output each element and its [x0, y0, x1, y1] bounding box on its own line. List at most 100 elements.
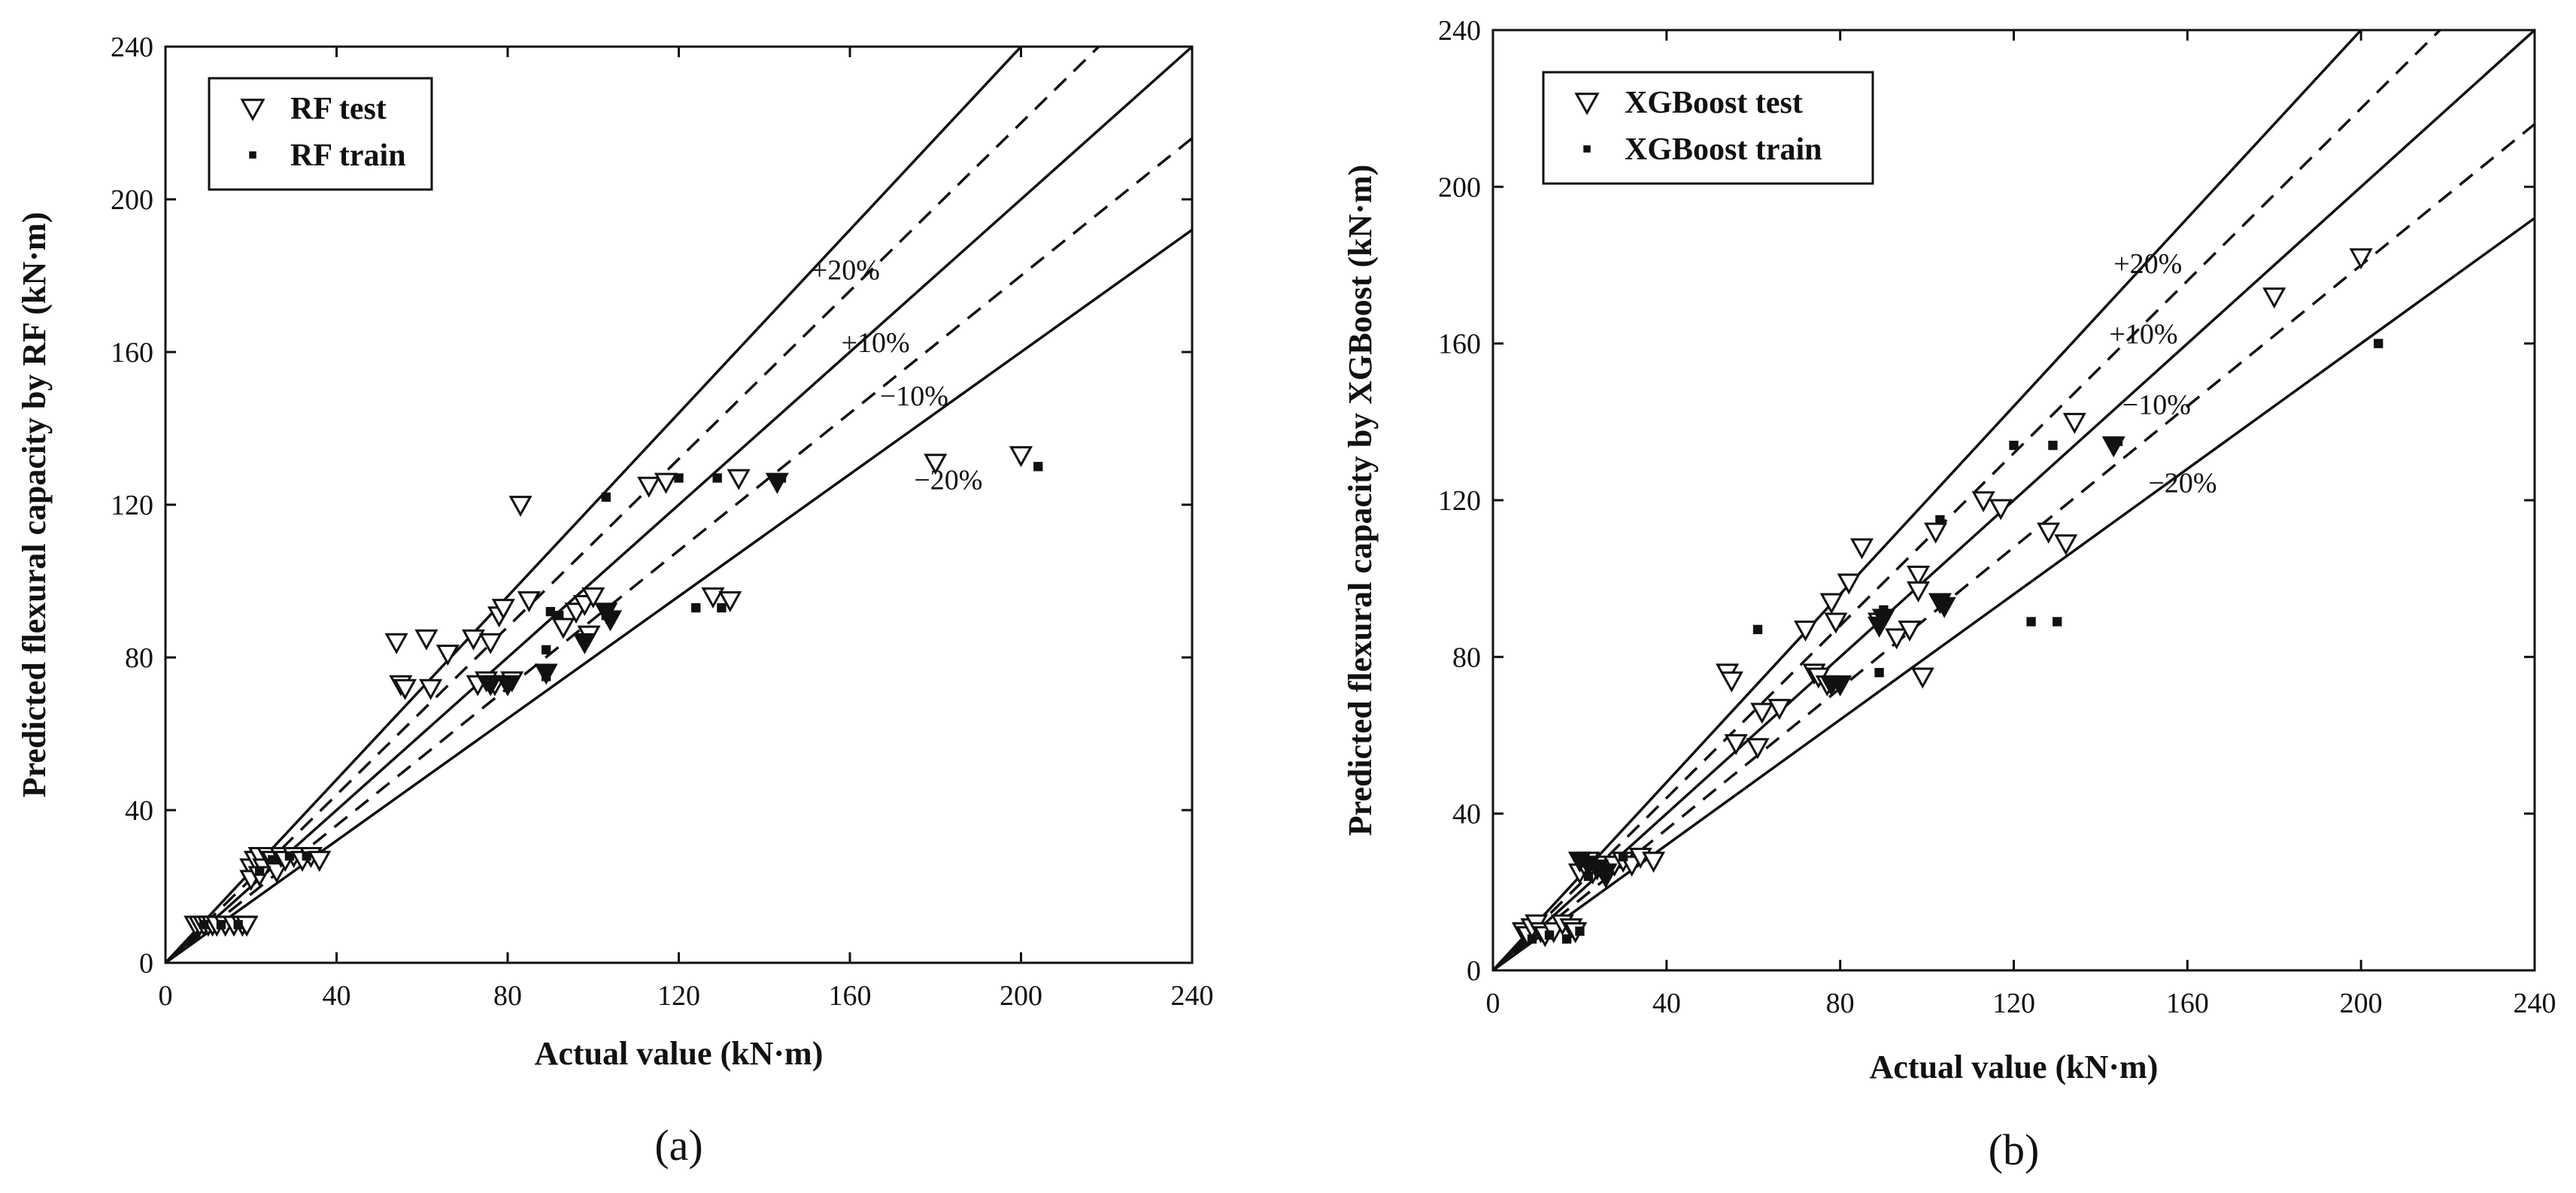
legend-entry: RF test — [290, 92, 387, 126]
train-point — [674, 473, 684, 483]
y-tick-label: 240 — [1438, 15, 1481, 47]
train-point — [601, 492, 611, 502]
overlap-point — [478, 675, 502, 697]
test-point — [1767, 699, 1792, 721]
reference-line-20-minus — [1493, 217, 2535, 970]
panel-label: (a) — [654, 1121, 702, 1170]
legend-marker — [249, 151, 256, 159]
test-point — [1906, 566, 1931, 587]
x-tick-label: 0 — [159, 980, 173, 1012]
x-tick-label: 40 — [323, 980, 351, 1012]
train-point — [691, 603, 701, 613]
reference-line-one-to-one — [165, 47, 1192, 963]
overlap-point — [1871, 609, 1895, 630]
train-point — [2374, 338, 2383, 348]
reference-line-20-plus — [165, 47, 1022, 963]
panel-label: (b) — [1989, 1125, 2040, 1174]
x-tick-label: 200 — [2340, 988, 2383, 1019]
reference-line-20-minus — [165, 229, 1192, 963]
reference-line-10-minus — [1493, 123, 2535, 970]
test-point — [1989, 499, 2013, 521]
y-tick-label: 40 — [1452, 799, 1481, 830]
train-point — [542, 645, 551, 655]
x-tick-label: 160 — [829, 980, 872, 1012]
y-axis-title: Predicted flexural capacity by RF (kN·m) — [16, 212, 53, 797]
legend-marker — [1583, 145, 1591, 153]
test-point — [414, 629, 438, 651]
test-point — [1924, 522, 1948, 544]
test-point — [435, 645, 460, 666]
test-point — [2349, 248, 2373, 270]
y-tick-label: 160 — [1438, 329, 1481, 360]
reference-line-10-minus — [165, 137, 1192, 963]
test-point — [551, 618, 575, 639]
test-point — [517, 590, 541, 612]
overlap-point — [598, 610, 623, 632]
test-point — [1898, 620, 1922, 642]
test-point — [727, 469, 751, 490]
train-point — [216, 920, 226, 930]
overlap-point — [1828, 675, 1852, 697]
x-tick-label: 240 — [2514, 988, 2556, 1019]
train-point — [199, 920, 209, 930]
x-tick-label: 240 — [1171, 980, 1214, 1012]
test-point — [1837, 573, 1861, 595]
train-point — [1575, 926, 1585, 936]
x-tick-label: 120 — [1992, 988, 2035, 1019]
x-axis-title: Actual value (kN·m) — [535, 1035, 824, 1072]
test-point — [2062, 412, 2086, 434]
reference-lines — [165, 47, 1192, 963]
x-axis-title: Actual value (kN·m) — [1870, 1049, 2159, 1085]
test-point — [419, 678, 443, 700]
test-point — [461, 629, 486, 651]
test-point — [1849, 538, 1874, 560]
reference-line-10-plus — [1493, 30, 2441, 970]
y-tick-label: 80 — [1452, 642, 1481, 673]
data-points — [184, 446, 1043, 937]
test-point — [1819, 593, 1843, 615]
train-point — [2048, 440, 2058, 451]
y-tick-label: 120 — [1438, 485, 1481, 517]
test-point — [308, 851, 332, 873]
test-point — [2054, 534, 2078, 556]
legend-marker — [1574, 93, 1600, 116]
band-label: −20% — [914, 465, 982, 496]
x-tick-label: 160 — [2166, 988, 2209, 1019]
train-point — [268, 855, 278, 865]
train-point — [554, 611, 564, 621]
test-point — [491, 599, 515, 621]
train-point — [2009, 440, 2019, 451]
test-point — [2262, 287, 2286, 309]
train-point — [2026, 617, 2036, 627]
band-label: −10% — [880, 381, 948, 412]
reference-line-one-to-one — [1493, 30, 2535, 970]
y-tick-label: 0 — [139, 948, 153, 979]
train-point — [233, 920, 243, 930]
test-point — [1719, 671, 1743, 693]
train-point — [545, 606, 556, 617]
y-tick-label: 80 — [125, 642, 153, 674]
test-point — [924, 454, 948, 475]
train-point — [1874, 667, 1884, 678]
test-point — [718, 590, 742, 612]
test-point — [637, 476, 661, 498]
train-point — [254, 867, 265, 876]
x-tick-label: 200 — [1000, 980, 1042, 1012]
y-tick-label: 40 — [125, 795, 153, 827]
y-axis-title: Predicted flexural capacity by XGBoost (… — [1342, 165, 1379, 836]
band-label: +20% — [812, 255, 880, 287]
reference-line-20-plus — [1493, 30, 2362, 970]
band-label: +10% — [842, 327, 910, 359]
test-point — [1750, 703, 1774, 724]
band-label: +10% — [2109, 319, 2177, 351]
test-point — [1724, 734, 1748, 756]
test-point — [1824, 612, 1848, 634]
band-label: −10% — [2122, 389, 2191, 420]
reference-line-10-plus — [165, 47, 1100, 963]
train-point — [2053, 617, 2062, 627]
legend-box — [1542, 71, 1874, 185]
train-point — [1935, 515, 1945, 525]
test-point — [384, 633, 408, 654]
overlap-point — [534, 663, 558, 685]
